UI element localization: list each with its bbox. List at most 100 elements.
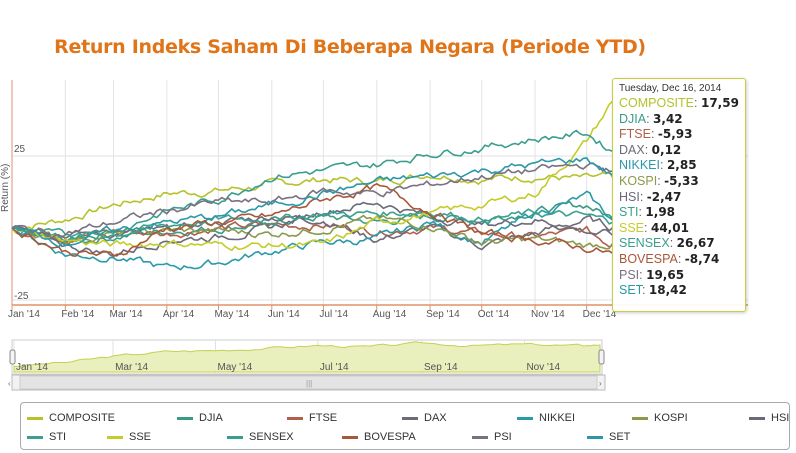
legend-label: DAX [424,412,447,424]
tooltip-value: -5,33 [664,173,699,188]
navigator-tick-label: Sep '14 [424,362,458,373]
tooltip-row: SENSEX: 26,67 [619,236,739,252]
legend-label: SENSEX [249,431,294,443]
x-tick-label: Sep '14 [426,309,460,320]
tooltip-colon: : [644,142,652,157]
tooltip-series-name: HSI [619,189,640,204]
series-line-sti[interactable] [11,208,613,243]
legend-swatch [227,435,243,439]
tooltip-value: 44,01 [650,220,689,235]
legend-label: SET [609,431,631,443]
navigator-tick-label: Jan '14 [16,362,48,373]
tooltip-row: BOVESPA: -8,74 [619,252,739,268]
legend-item-psi[interactable]: PSI [472,431,512,443]
legend-label: DJIA [199,412,223,424]
tooltip-row: DAX: 0,12 [619,143,739,159]
legend-item-djia[interactable]: DJIA [177,412,223,424]
x-tick-label: Dec '14 [583,309,617,320]
x-tick-label: Feb '14 [61,309,94,320]
tooltip-colon: : [646,111,654,126]
x-tick-label: Jul '14 [319,309,348,320]
legend-item-sti[interactable]: STI [27,431,66,443]
legend-swatch [107,435,123,439]
tooltip-date: Tuesday, Dec 16, 2014 [619,83,722,94]
legend-swatch [472,435,488,439]
tooltip-value: -5,93 [657,127,693,142]
legend-item-ftse[interactable]: FTSE [287,412,337,424]
legend-swatch [632,416,648,420]
legend-item-bovespa[interactable]: BOVESPA [342,431,416,443]
legend-label: KOSPI [654,412,688,424]
legend-item-dax[interactable]: DAX [402,412,447,424]
series-line-sensex[interactable] [11,129,613,240]
series-line-psi[interactable] [11,162,613,239]
x-tick-label: Mar '14 [110,309,143,320]
tooltip-value: -2,47 [646,189,682,204]
tooltip-row: NIKKEI: 2,85 [619,158,739,174]
legend-swatch [27,416,43,420]
tooltip-value: 26,67 [676,236,715,251]
legend-item-hsi[interactable]: HSI [749,412,789,424]
legend: COMPOSITE DJIA FTSE DAX NIKKEI KOSPI HSI STI SSE… [20,402,790,450]
tooltip-colon: : [641,283,649,298]
series-line-composite[interactable] [11,170,614,231]
legend-item-composite[interactable]: COMPOSITE [27,412,115,424]
x-tick-label: Oct '14 [478,309,510,320]
legend-label: SSE [129,431,152,443]
legend-swatch [517,416,533,420]
legend-swatch [342,435,358,439]
tooltip-series-name: SET [619,283,642,298]
tooltip-series-name: BOVESPA [619,251,678,266]
tooltip-colon: : [660,158,667,173]
tooltip-series-name: DAX [619,142,645,157]
tooltip-row: FTSE: -5,93 [619,127,739,143]
tooltip-row: STI: 1,98 [619,205,739,221]
legend-swatch [749,416,765,420]
tooltip-colon: : [639,267,647,282]
tooltip-series-name: COMPOSITE [619,96,695,110]
legend-item-set[interactable]: SET [587,431,630,443]
series-line-hsi[interactable] [11,201,614,258]
legend-item-nikkei[interactable]: NIKKEI [517,412,575,424]
scrollbar[interactable]: ‹ › ||| [8,374,606,391]
navigator-tick-label: Nov '14 [526,362,560,373]
series-line-set[interactable] [11,157,613,248]
x-tick-label: May '14 [214,309,249,320]
navigator-right-handle[interactable] [598,349,605,365]
legend-item-sse[interactable]: SSE [107,431,151,443]
legend-item-sensex[interactable]: SENSEX [227,431,294,443]
tooltip-series-name: SENSEX [619,236,670,251]
legend-item-kospi[interactable]: KOSPI [632,412,688,424]
tooltip-value: 3,42 [653,111,683,126]
navigator-series-area [13,341,601,373]
series-line-bovespa[interactable] [11,182,613,258]
navigator-tick-label: May '14 [217,362,252,373]
navigator-left-handle[interactable] [9,349,16,365]
tooltip-row: DJIA: 3,42 [619,112,739,128]
scroll-left-arrow-icon[interactable]: ‹ [8,379,11,388]
tooltip-row: SSE: 44,01 [619,221,739,237]
navigator-tick-label: Jul '14 [320,362,349,373]
x-tick-label: Jan '14 [8,309,40,320]
scrollbar-thumb[interactable] [19,375,598,390]
series-line-djia[interactable] [11,200,614,245]
tooltip-colon: : [669,236,677,251]
legend-swatch [27,435,43,439]
series-line-dax[interactable] [11,214,614,251]
tooltip-colon: : [657,173,665,188]
legend-label: NIKKEI [539,412,576,424]
scroll-right-arrow-icon[interactable]: › [599,379,602,388]
series-line-sse[interactable] [11,100,614,252]
tooltip-series-name: STI [619,205,639,220]
legend-swatch [287,416,303,420]
tooltip-value: 1,98 [645,205,676,220]
x-tick-label: Jun '14 [268,309,300,320]
y-tick-25: 25 [14,144,26,155]
tooltip-series-name: NIKKEI [619,158,660,173]
legend-swatch [177,416,193,420]
y-axis-label: Return (%) [0,164,11,212]
legend-label: STI [49,431,67,443]
legend-swatch [402,416,418,420]
tooltip-value: -8,74 [684,251,720,266]
